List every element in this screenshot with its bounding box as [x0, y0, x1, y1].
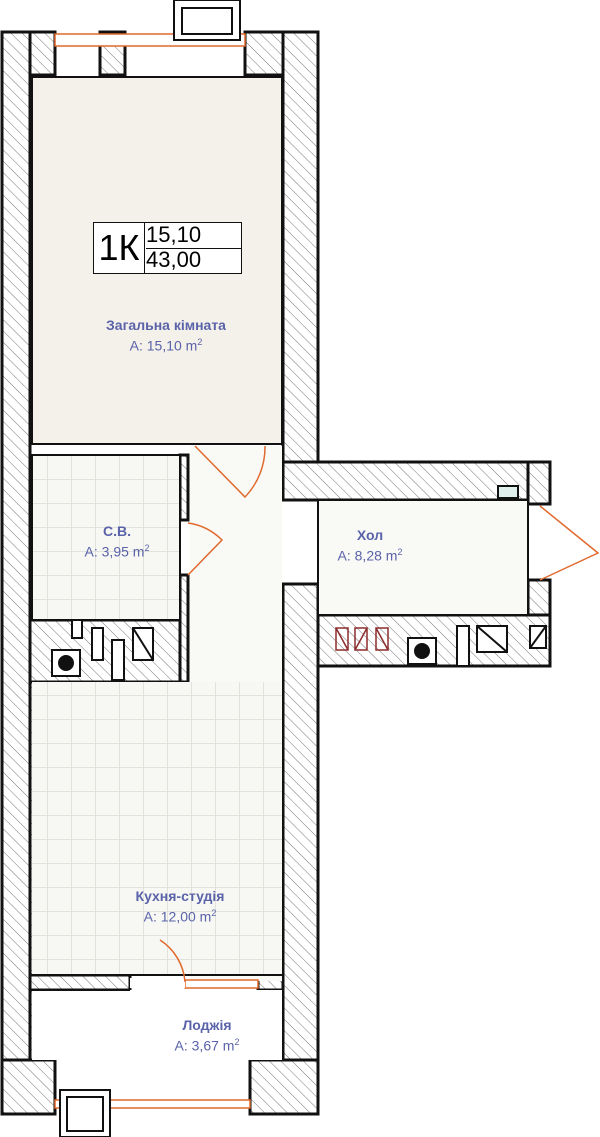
- room-label-kitchen: Кухня-студія A: 12,00 m2: [136, 888, 225, 926]
- area-prefix: A:: [143, 908, 161, 925]
- room-area: 12,00: [160, 908, 196, 925]
- apartment-type: 1К: [94, 223, 145, 273]
- area-sup: 2: [211, 908, 217, 918]
- balcony-blocks: [59, 0, 241, 1137]
- area-sup: 2: [234, 1037, 240, 1047]
- room-area: 3,95: [101, 543, 129, 560]
- area-prefix: A:: [84, 543, 102, 560]
- living-area-value: 15,10: [146, 223, 241, 249]
- room-name: Хол: [356, 527, 384, 543]
- area-sup: 2: [397, 547, 403, 557]
- room-name: Кухня-студія: [135, 888, 225, 904]
- total-area-value: 43,00: [146, 247, 202, 272]
- area-prefix: A:: [337, 547, 355, 564]
- loggia-floor: [32, 990, 282, 1060]
- area-unit: m: [222, 1037, 235, 1054]
- room-label-hall: Хол A: 8,28 m2: [338, 527, 403, 565]
- equipment: [51, 485, 547, 681]
- room-area: 8,28: [354, 547, 382, 564]
- kitchen-floor: [32, 682, 282, 975]
- area-prefix: A:: [129, 337, 147, 354]
- room-label-bathroom: С.В. A: 3,95 m2: [85, 523, 150, 561]
- apartment-tag: 1К 15,10 43,00: [93, 222, 242, 274]
- room-name: Лоджія: [182, 1017, 232, 1033]
- room-label-living: Загальна кімната A: 15,10 m2: [106, 317, 226, 355]
- area-unit: m: [185, 337, 198, 354]
- area-prefix: A:: [174, 1037, 192, 1054]
- area-sup: 2: [144, 543, 150, 553]
- room-area: 15,10: [146, 337, 182, 354]
- area-unit: m: [132, 543, 145, 560]
- room-name: Загальна кімната: [106, 317, 226, 333]
- room-name: С.В.: [102, 523, 131, 539]
- hall-floor: [317, 499, 529, 616]
- room-label-loggia: Лоджія A: 3,67 m2: [175, 1017, 240, 1055]
- area-sup: 2: [197, 337, 203, 347]
- area-unit: m: [199, 908, 212, 925]
- ventilation-ducts: [335, 627, 389, 651]
- bathroom-floor: [31, 454, 181, 621]
- doors: [159, 445, 600, 983]
- room-area: 3,67: [191, 1037, 219, 1054]
- area-unit: m: [385, 547, 398, 564]
